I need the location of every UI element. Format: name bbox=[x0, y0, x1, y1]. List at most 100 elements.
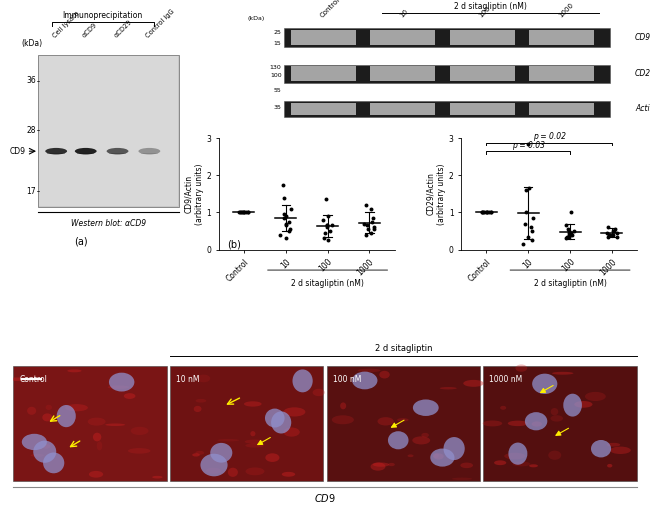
Ellipse shape bbox=[412, 436, 430, 444]
Point bbox=[564, 229, 575, 237]
Ellipse shape bbox=[283, 407, 305, 416]
Text: 15: 15 bbox=[274, 41, 281, 46]
Ellipse shape bbox=[460, 463, 473, 468]
Ellipse shape bbox=[128, 448, 150, 454]
Point bbox=[478, 208, 488, 216]
Ellipse shape bbox=[27, 407, 36, 415]
Ellipse shape bbox=[194, 406, 202, 412]
Text: Control: Control bbox=[19, 375, 47, 384]
Ellipse shape bbox=[483, 420, 502, 427]
Bar bbox=[283, 29, 610, 47]
Text: 2 d sitagliptin: 2 d sitagliptin bbox=[374, 344, 432, 353]
Text: 35: 35 bbox=[274, 105, 281, 110]
Ellipse shape bbox=[397, 418, 409, 421]
Ellipse shape bbox=[88, 417, 105, 426]
Ellipse shape bbox=[500, 406, 506, 410]
Point bbox=[612, 229, 622, 237]
Ellipse shape bbox=[430, 448, 454, 467]
Ellipse shape bbox=[413, 400, 439, 416]
Point bbox=[318, 216, 329, 224]
Point bbox=[562, 233, 572, 241]
Point bbox=[326, 221, 337, 230]
Ellipse shape bbox=[196, 399, 206, 403]
Ellipse shape bbox=[31, 454, 44, 457]
Point bbox=[523, 184, 534, 192]
Ellipse shape bbox=[551, 408, 558, 415]
Point bbox=[608, 231, 618, 239]
Point bbox=[285, 205, 296, 213]
Ellipse shape bbox=[124, 393, 135, 399]
Text: CD9: CD9 bbox=[10, 147, 26, 156]
Point bbox=[561, 234, 571, 242]
Text: p = 0.02: p = 0.02 bbox=[532, 132, 566, 142]
Text: Control IgG: Control IgG bbox=[145, 8, 176, 39]
Point bbox=[360, 201, 370, 209]
Ellipse shape bbox=[504, 453, 525, 460]
Ellipse shape bbox=[292, 370, 313, 392]
Ellipse shape bbox=[42, 413, 52, 421]
Point bbox=[564, 233, 574, 241]
Point bbox=[476, 208, 487, 216]
Point bbox=[517, 240, 528, 248]
Bar bbox=[450, 30, 515, 45]
Point bbox=[241, 208, 252, 216]
Point bbox=[243, 208, 254, 216]
Ellipse shape bbox=[93, 433, 101, 441]
Point bbox=[363, 225, 373, 233]
Bar bbox=[77, 153, 94, 154]
Text: 1000: 1000 bbox=[558, 2, 575, 19]
Point bbox=[275, 231, 285, 239]
Text: CD9: CD9 bbox=[635, 33, 650, 42]
Text: CD29: CD29 bbox=[635, 69, 650, 78]
Text: 25: 25 bbox=[274, 30, 281, 35]
Bar bbox=[326, 365, 480, 481]
Ellipse shape bbox=[373, 463, 389, 467]
Point bbox=[566, 208, 576, 216]
Point bbox=[479, 208, 489, 216]
Ellipse shape bbox=[512, 462, 530, 466]
Point bbox=[281, 234, 291, 242]
Point bbox=[279, 193, 289, 202]
Point bbox=[367, 214, 378, 222]
Ellipse shape bbox=[107, 148, 129, 154]
Point bbox=[361, 231, 371, 239]
Ellipse shape bbox=[463, 380, 484, 387]
Text: 2 d sitagliptin (nM): 2 d sitagliptin (nM) bbox=[534, 279, 606, 289]
Point bbox=[484, 208, 494, 216]
Ellipse shape bbox=[443, 437, 465, 460]
Point bbox=[278, 181, 288, 189]
Ellipse shape bbox=[210, 443, 232, 463]
Ellipse shape bbox=[380, 371, 390, 379]
Ellipse shape bbox=[196, 451, 204, 455]
Ellipse shape bbox=[152, 476, 162, 478]
Point bbox=[322, 221, 332, 230]
Text: 36: 36 bbox=[26, 76, 36, 86]
Ellipse shape bbox=[206, 468, 221, 474]
Bar bbox=[291, 66, 356, 81]
Point bbox=[284, 227, 294, 235]
Ellipse shape bbox=[265, 454, 280, 462]
Point bbox=[528, 214, 538, 222]
Bar bbox=[13, 365, 166, 481]
Point bbox=[609, 227, 619, 235]
Point bbox=[321, 195, 332, 204]
Ellipse shape bbox=[388, 463, 395, 466]
Ellipse shape bbox=[244, 401, 261, 407]
Ellipse shape bbox=[246, 467, 265, 475]
Point bbox=[569, 227, 579, 235]
Bar bbox=[370, 30, 436, 45]
Ellipse shape bbox=[358, 369, 381, 372]
Ellipse shape bbox=[434, 454, 444, 460]
Ellipse shape bbox=[408, 455, 413, 457]
Point bbox=[523, 139, 534, 148]
Point bbox=[361, 221, 372, 230]
Text: αCD9: αCD9 bbox=[81, 22, 99, 39]
Ellipse shape bbox=[388, 431, 408, 449]
Text: 17: 17 bbox=[26, 186, 36, 195]
Point bbox=[564, 227, 575, 235]
Point bbox=[319, 234, 330, 242]
Ellipse shape bbox=[332, 415, 354, 425]
Ellipse shape bbox=[245, 440, 264, 444]
Ellipse shape bbox=[108, 385, 129, 389]
Bar bbox=[370, 103, 436, 115]
